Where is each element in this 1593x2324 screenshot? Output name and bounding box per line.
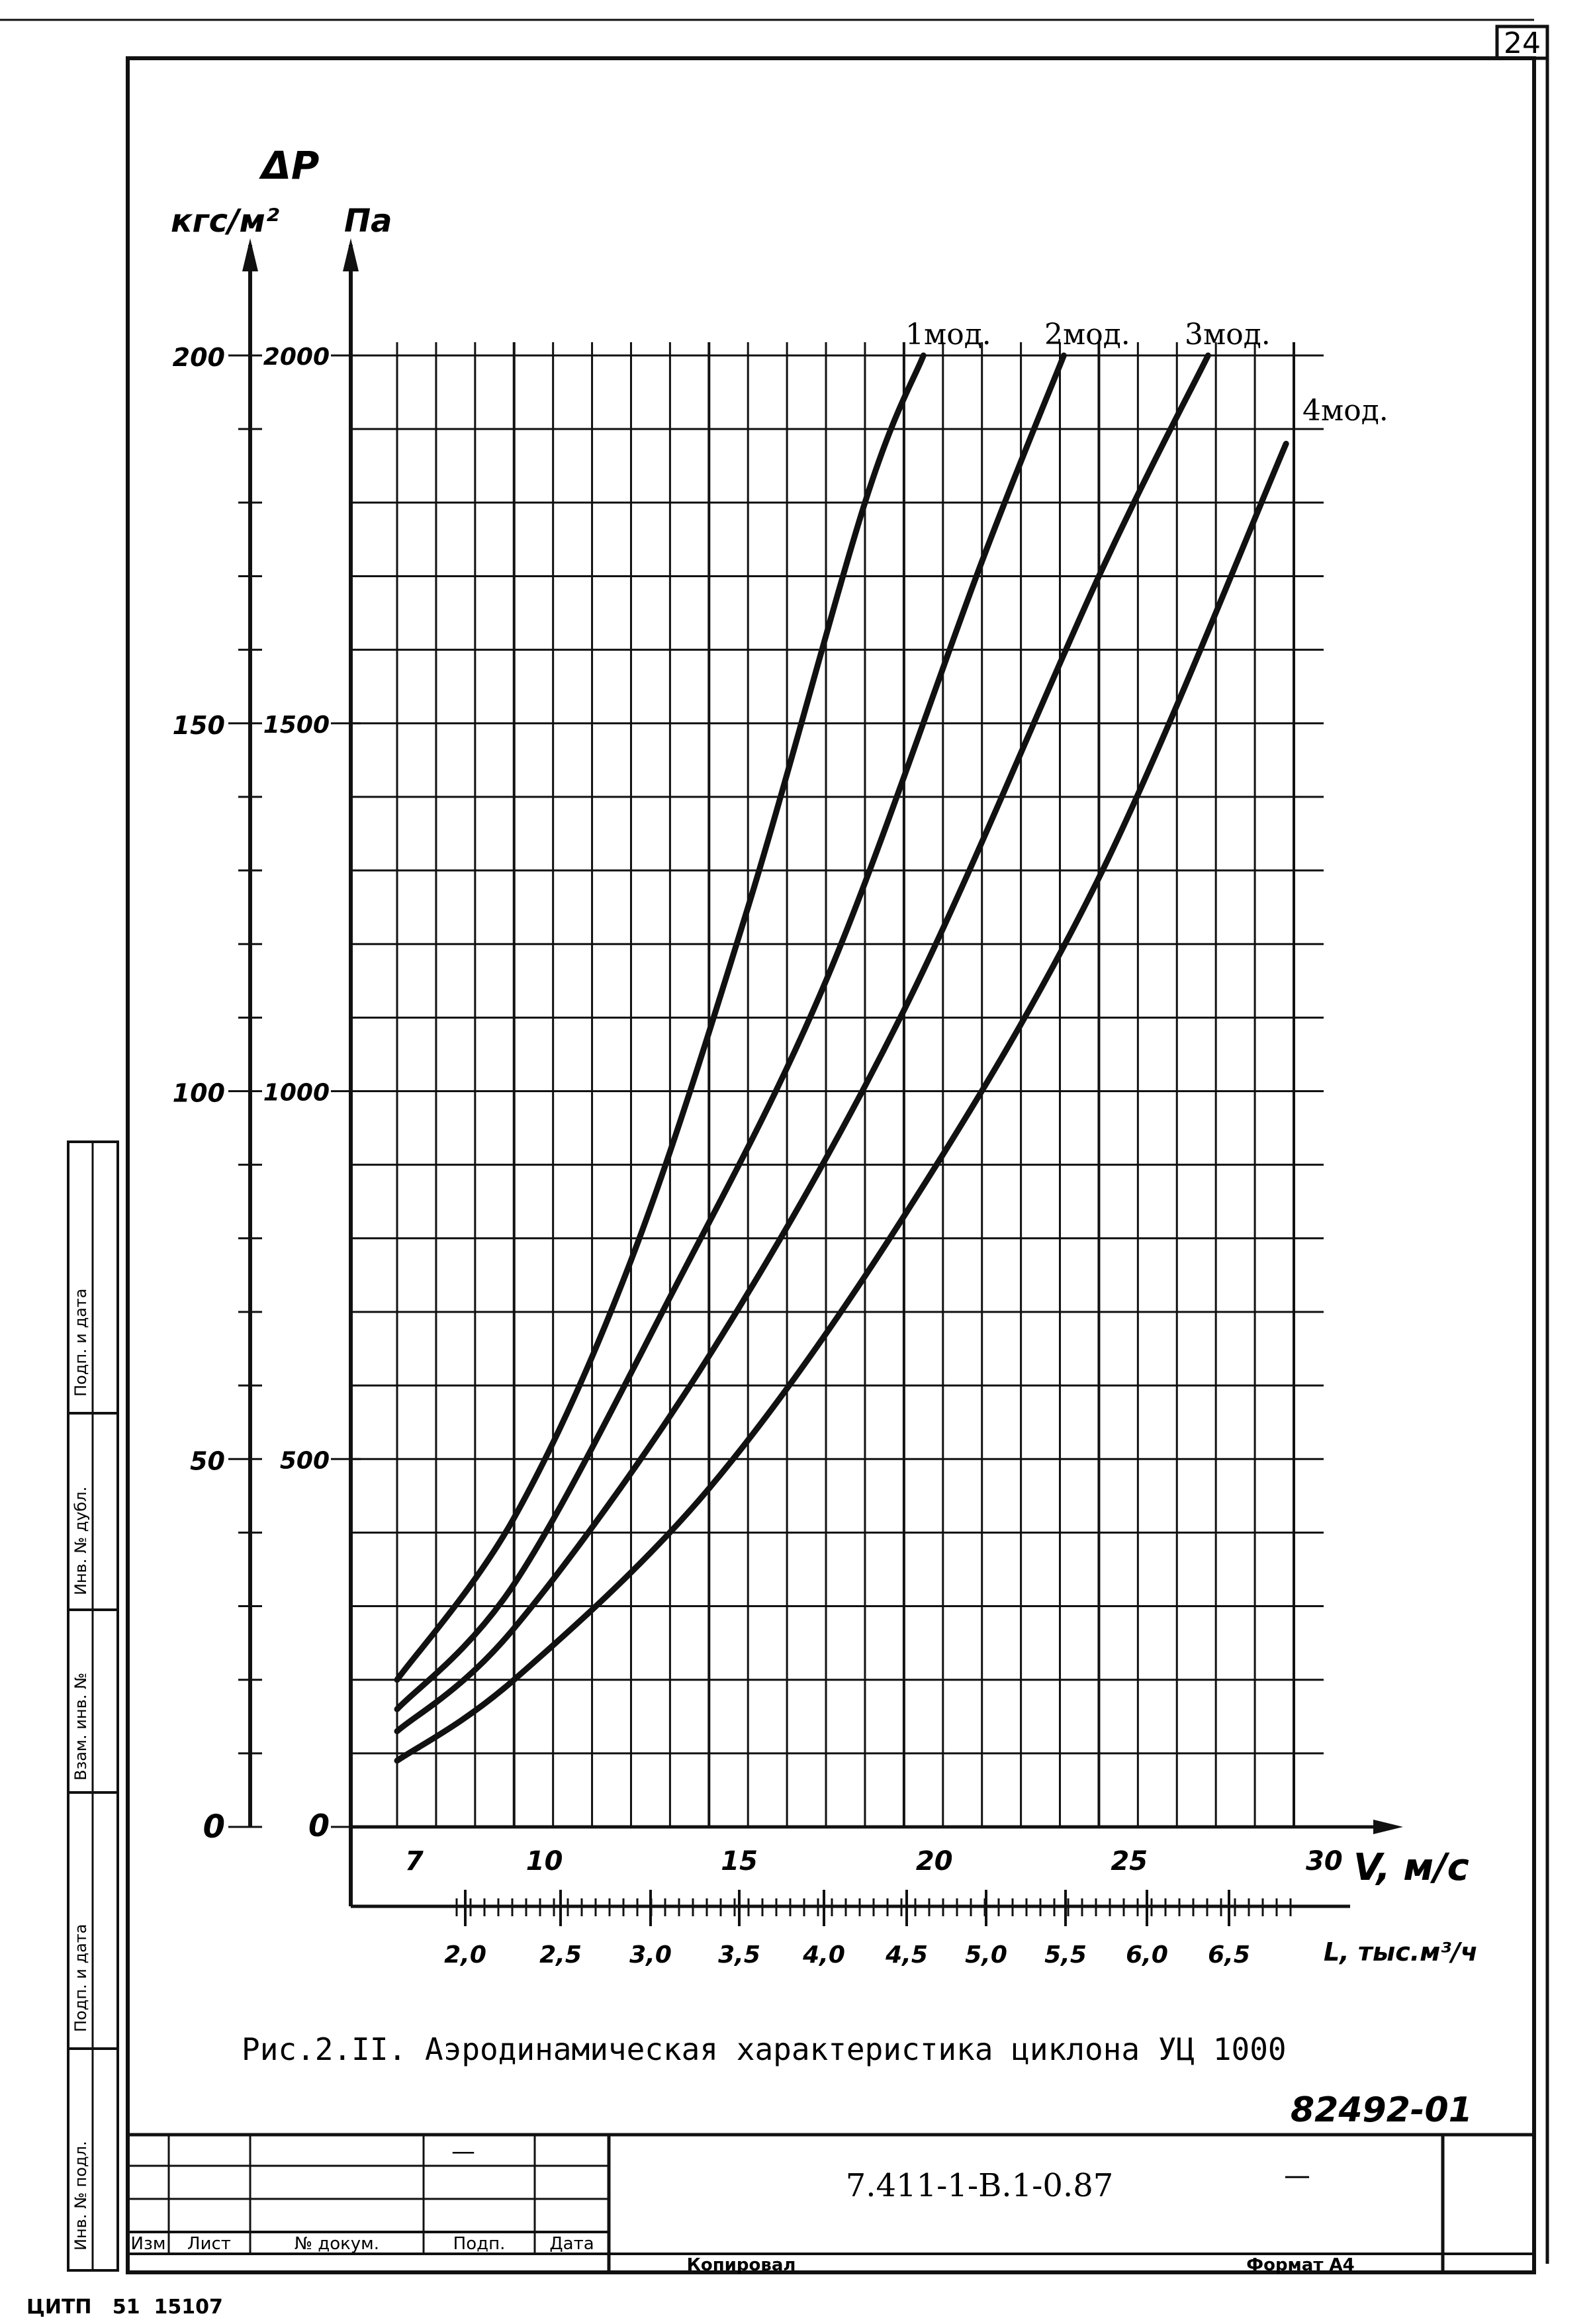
- x2-tick-label: 6,5: [1208, 1941, 1250, 1969]
- figure-number: 82492-01: [1291, 2090, 1473, 2130]
- side-label-4: Инв. № дубл.: [71, 1487, 90, 1595]
- copy-label: Копировал: [687, 2255, 796, 2275]
- x2-tick-label: 6,0: [1126, 1941, 1168, 1969]
- document-code: 7.411-1-В.1-0.87: [846, 2167, 1114, 2204]
- chart-axes: [228, 238, 1403, 1926]
- y-axis-pa-arrow: [343, 238, 359, 271]
- y-axis-kgf-arrow: [242, 238, 258, 271]
- aerodynamic-chart: 1мод. 2мод. 3мод. 4мод. 0 500 1000 1500 2000 0 50…: [173, 238, 1403, 1969]
- y-pa-tick-label: 500: [280, 1447, 330, 1474]
- chart-series: 1мод. 2мод. 3мод. 4мод.: [394, 318, 1388, 1764]
- series-label-3: 3мод.: [1185, 318, 1271, 351]
- y-units-kgf: кгс/м²: [171, 203, 279, 240]
- stamp-header-doc: № докум.: [295, 2234, 379, 2254]
- stamp-header-sign: Подп.: [453, 2234, 506, 2254]
- title-block: Изм Лист № докум. Подп. Дата — 7.411-1-В…: [128, 2133, 1534, 2275]
- y-kgf-tick-label: 200: [173, 343, 225, 372]
- figure-caption: Рис.2.II. Аэродинамическая характеристик…: [242, 2031, 1287, 2067]
- y-kgf-tick-label: 50: [190, 1446, 225, 1475]
- y-pa-tick-label: 1000: [263, 1080, 330, 1107]
- x2-tick-label: 4,0: [802, 1941, 845, 1969]
- chart-tick-labels: 0 500 1000 1500 2000 0 50 100 150 200 7 10 15 20 25 30 2…: [173, 343, 1343, 1969]
- y-pa-tick-label: 2000: [263, 344, 330, 371]
- x-tick-label: 10: [526, 1846, 563, 1877]
- x2-tick-label: 2,5: [539, 1941, 582, 1969]
- page-number: 24: [1504, 26, 1541, 60]
- document-code-dash: —: [1284, 2161, 1310, 2191]
- x2-tick-label: 4,5: [885, 1941, 928, 1969]
- y-pa-tick-label: 1500: [263, 712, 330, 739]
- x2-axis-label: L, тыс.м³/ч: [1324, 1937, 1478, 1967]
- x-tick-label: 15: [721, 1846, 758, 1877]
- format-label: Формат А4: [1246, 2255, 1354, 2275]
- stamp-dash: —: [451, 2138, 475, 2165]
- y-kgf-tick-label: 0: [203, 1808, 225, 1845]
- series-curve-4: [394, 440, 1289, 1764]
- side-label-1: Инв. № подл.: [71, 2141, 90, 2251]
- x-tick-label: 30: [1306, 1846, 1343, 1877]
- side-stamp: Инв. № подл. Подп. и дата Взам. инв. № И…: [67, 1140, 119, 2272]
- y-kgf-tick-label: 100: [173, 1079, 225, 1108]
- page-number-box: [1495, 24, 1549, 60]
- printer-code: ЦИТП 51 15107: [26, 2296, 223, 2319]
- y-pa-tick-label: 0: [308, 1808, 330, 1843]
- x-tick-label: 20: [916, 1846, 953, 1877]
- stamp-header-date: Дата: [549, 2234, 594, 2254]
- series-curve-3: [394, 352, 1211, 1734]
- stamp-header-izm: Изм: [131, 2234, 166, 2254]
- side-label-5: Подп. и дата: [71, 1289, 90, 1397]
- x-axis-label: V, м/с: [1353, 1846, 1469, 1889]
- x2-tick-label: 3,0: [629, 1941, 672, 1969]
- series-label-1: 1мод.: [905, 318, 991, 351]
- x-tick-label: 7: [405, 1846, 424, 1877]
- side-label-2: Подп. и дата: [71, 1924, 90, 2033]
- x2-tick-label: 2,0: [444, 1941, 486, 1969]
- outer-frame: [126, 56, 1536, 2274]
- stamp-header-list: Лист: [187, 2234, 231, 2254]
- x2-tick-label: 5,0: [965, 1941, 1007, 1969]
- series-label-4: 4мод.: [1302, 394, 1388, 428]
- side-label-3: Взам. инв. №: [71, 1673, 90, 1781]
- series-curve-1: [394, 352, 927, 1683]
- series-label-2: 2мод.: [1044, 318, 1130, 351]
- y-axis-label: ΔP: [259, 143, 319, 188]
- y-units-pa: Па: [344, 203, 392, 240]
- x2-tick-label: 3,5: [718, 1941, 760, 1969]
- x-tick-label: 25: [1111, 1846, 1148, 1877]
- series-curve-2: [394, 352, 1067, 1712]
- x-axis-arrow: [1373, 1820, 1403, 1834]
- x2-tick-label: 5,5: [1044, 1941, 1087, 1969]
- y-kgf-tick-label: 150: [173, 711, 225, 740]
